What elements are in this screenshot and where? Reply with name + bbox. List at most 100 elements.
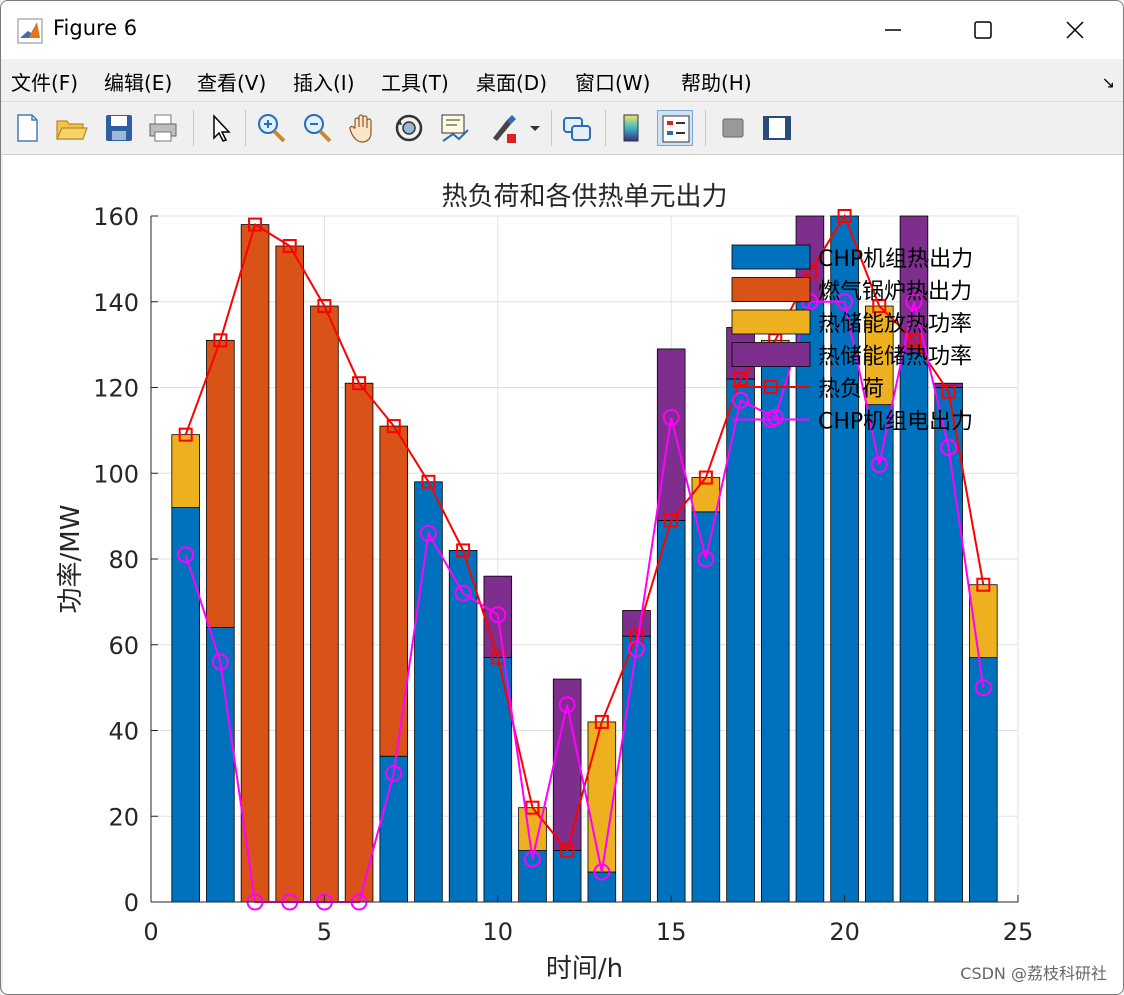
new-figure-icon[interactable] <box>9 110 45 146</box>
show-plot-tools-icon[interactable] <box>759 110 795 146</box>
legend-label: 热负荷 <box>818 377 884 402</box>
zoom-out-icon[interactable] <box>299 110 335 146</box>
marker-CHP机组电出力 <box>558 696 576 714</box>
y-tick-label: 120 <box>93 375 139 403</box>
legend-swatch <box>731 277 811 302</box>
marker-热负荷 <box>560 843 575 858</box>
bar-热储能储热功率 <box>656 348 686 521</box>
bar-CHP机组热出力 <box>622 635 651 903</box>
close-button[interactable] <box>1029 1 1121 59</box>
bar-燃气锅炉热出力 <box>206 339 235 629</box>
brush-dropdown-icon[interactable] <box>525 110 545 146</box>
legend-marker <box>762 411 780 428</box>
bar-CHP机组热出力 <box>656 520 686 903</box>
select-arrow-icon[interactable] <box>203 110 239 146</box>
open-file-icon[interactable] <box>53 110 89 146</box>
marker-CHP机组电出力 <box>628 640 646 658</box>
title-bar: Figure 6 <box>1 1 1123 59</box>
legend-label: 燃气锅炉热出力 <box>818 280 972 305</box>
menu-tools[interactable]: 工具(T) <box>381 71 449 95</box>
legend-label: CHP机组热出力 <box>818 247 973 272</box>
y-tick-label: 140 <box>93 289 139 317</box>
marker-热负荷 <box>941 384 956 399</box>
menu-insert[interactable]: 插入(I) <box>293 71 355 95</box>
window-title: Figure 6 <box>53 16 138 40</box>
legend-swatch <box>731 309 811 335</box>
bar-CHP机组热出力 <box>171 507 200 903</box>
zoom-in-icon[interactable] <box>253 110 289 146</box>
maximize-button[interactable] <box>937 1 1029 59</box>
data-cursor-icon[interactable] <box>437 110 473 146</box>
menu-window[interactable]: 窗口(W) <box>575 71 651 95</box>
marker-CHP机组电出力 <box>419 524 437 542</box>
print-icon[interactable] <box>145 110 181 146</box>
bar-CHP机组热出力 <box>379 755 409 903</box>
figure-canvas[interactable]: 0 5 10 15 20 25 0 20 40 60 80 100 120 140 160 热负荷和各供热单元… <box>1 155 1124 995</box>
marker-CHP机组电出力 <box>593 863 611 881</box>
marker-热负荷 <box>456 543 471 558</box>
minimize-button[interactable] <box>847 1 939 59</box>
maximize-icon <box>974 21 992 39</box>
marker-热负荷 <box>664 513 679 528</box>
marker-热负荷 <box>213 333 228 348</box>
marker-CHP机组电出力 <box>732 391 750 409</box>
marker-热负荷 <box>733 371 748 386</box>
y-tick-label: 160 <box>93 203 139 231</box>
x-tick-label: 25 <box>1003 918 1034 946</box>
marker-CHP机组电出力 <box>523 850 541 868</box>
bar-燃气锅炉热出力 <box>344 382 374 903</box>
bar-CHP机组热出力 <box>795 301 825 903</box>
bar-燃气锅炉热出力 <box>379 425 409 757</box>
marker-热负荷 <box>594 714 609 729</box>
bar-燃气锅炉热出力 <box>310 305 339 903</box>
brush-icon[interactable] <box>485 110 521 146</box>
menu-view[interactable]: 查看(V) <box>197 71 267 95</box>
bar-CHP机组热出力 <box>483 657 513 903</box>
dock-arrow-icon[interactable]: ↘ <box>1101 73 1115 92</box>
link-plot-icon[interactable] <box>559 110 595 146</box>
matlab-logo-icon <box>17 18 43 44</box>
legend-label: CHP机组电出力 <box>818 410 973 435</box>
marker-CHP机组电出力 <box>905 293 923 311</box>
bar-CHP机组热出力 <box>934 387 963 903</box>
bar-燃气锅炉热出力 <box>275 245 304 903</box>
marker-热负荷 <box>282 239 297 254</box>
pan-hand-icon[interactable] <box>345 110 381 146</box>
y-tick-label: 100 <box>93 460 139 488</box>
bar-CHP机组热出力 <box>587 871 617 903</box>
y-axis-label: 功率/MW <box>56 505 86 614</box>
menu-desktop[interactable]: 桌面(D) <box>476 71 548 95</box>
legend-icon[interactable] <box>657 110 693 146</box>
bar-CHP机组热出力 <box>865 404 894 903</box>
rotate-3d-icon[interactable] <box>391 110 427 146</box>
marker-热负荷 <box>178 427 193 442</box>
bar-CHP机组热出力 <box>830 215 859 903</box>
y-tick-label: 40 <box>108 718 139 746</box>
marker-CHP机组电出力 <box>177 546 195 564</box>
y-tick-label: 20 <box>108 803 139 831</box>
menu-file[interactable]: 文件(F) <box>11 71 79 95</box>
x-tick-label: 20 <box>829 918 860 946</box>
colorbar-icon[interactable] <box>613 110 649 146</box>
hide-plot-tools-icon[interactable] <box>715 110 751 146</box>
marker-CHP机组电出力 <box>697 550 715 568</box>
bar-CHP机组热出力 <box>414 481 443 903</box>
marker-CHP机组电出力 <box>870 456 888 474</box>
marker-热负荷 <box>872 299 887 314</box>
menu-edit[interactable]: 编辑(E) <box>104 71 173 95</box>
toolbar-separator <box>705 110 706 146</box>
marker-热负荷 <box>698 470 713 485</box>
toolbar <box>1 101 1123 155</box>
x-tick-label: 5 <box>317 918 332 946</box>
menu-help[interactable]: 帮助(H) <box>681 71 752 95</box>
bar-燃气锅炉热出力 <box>240 224 270 903</box>
x-tick-label: 15 <box>656 918 687 946</box>
save-icon[interactable] <box>101 110 137 146</box>
marker-热负荷 <box>248 217 263 232</box>
legend-label: 热储能储热功率 <box>818 345 972 370</box>
bar-CHP机组热出力 <box>726 378 755 903</box>
close-icon <box>1066 21 1084 39</box>
marker-CHP机组电出力 <box>211 653 229 671</box>
marker-热负荷 <box>906 333 921 348</box>
